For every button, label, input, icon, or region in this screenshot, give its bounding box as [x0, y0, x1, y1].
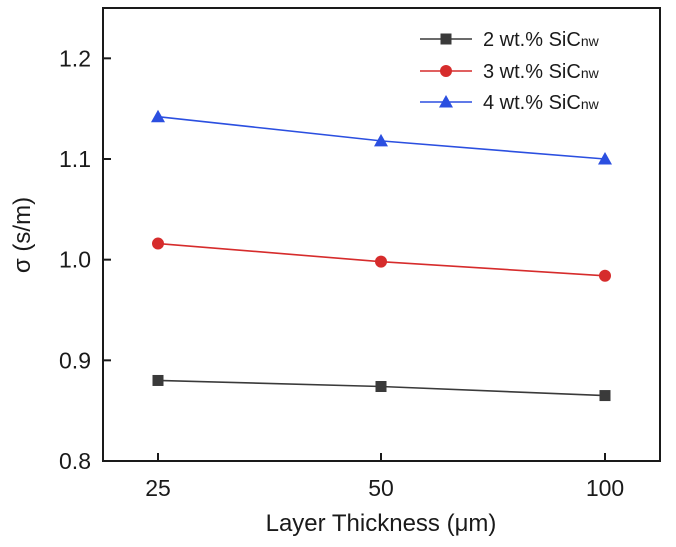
x-axis: 25 50 100 — [145, 453, 624, 501]
legend-marker — [439, 95, 453, 108]
x-tick-label: 25 — [145, 475, 171, 501]
series-markers — [151, 109, 612, 402]
data-point-series-1 — [375, 381, 387, 393]
data-point-series-3 — [374, 133, 388, 147]
y-tick-label: 1.0 — [59, 247, 91, 273]
y-tick-label: 0.8 — [59, 448, 91, 474]
y-tick-label: 0.9 — [59, 347, 91, 373]
legend-label: 2 wt.% SiCnw — [483, 29, 600, 51]
x-tick-label: 50 — [368, 475, 394, 501]
x-tick-label: 100 — [586, 475, 624, 501]
data-point-series-1 — [599, 390, 611, 402]
y-tick-label: 1.1 — [59, 146, 91, 172]
data-point-series-2 — [599, 269, 611, 282]
legend-marker — [440, 65, 452, 77]
data-point-series-2 — [375, 255, 387, 268]
legend-label: 4 wt.% SiCnw — [483, 92, 600, 114]
legend: 2 wt.% SiCnw 3 wt.% SiCnw 4 wt.% SiCnw — [420, 29, 600, 114]
y-axis: 0.8 0.9 1.0 1.1 1.2 — [59, 45, 111, 474]
data-point-series-1 — [152, 374, 164, 386]
data-point-series-3 — [151, 109, 165, 123]
legend-label: 3 wt.% SiCnw — [483, 61, 600, 83]
y-tick-label: 1.2 — [59, 45, 91, 71]
data-point-series-2 — [152, 237, 164, 250]
data-point-series-3 — [598, 152, 612, 165]
legend-marker — [440, 33, 452, 45]
x-axis-title: Layer Thickness (μm) — [266, 510, 497, 537]
y-axis-title: σ (s/m) — [9, 197, 36, 273]
